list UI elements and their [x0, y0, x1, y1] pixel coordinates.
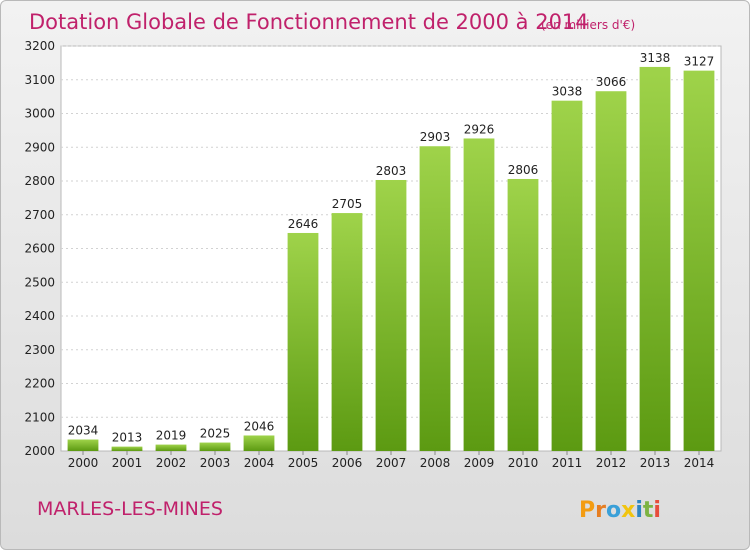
- y-tick-label: 2300: [24, 343, 55, 357]
- data-label-2003: 2025: [200, 427, 231, 441]
- proxiti-logo: Proxiti: [579, 498, 661, 523]
- bar-2006: [331, 213, 363, 451]
- x-tick-label-2012: 2012: [596, 456, 627, 470]
- chart-subtitle: (en milliers d'€): [541, 18, 635, 32]
- x-tick-label-2008: 2008: [420, 456, 451, 470]
- data-label-2005: 2646: [288, 217, 319, 231]
- bar-2005: [287, 232, 319, 451]
- y-tick-label: 3100: [24, 73, 55, 87]
- x-tick-label-2001: 2001: [112, 456, 143, 470]
- x-tick-label-2009: 2009: [464, 456, 495, 470]
- data-label-2010: 2806: [508, 163, 539, 177]
- y-tick-label: 2700: [24, 208, 55, 222]
- y-tick-label: 3000: [24, 107, 55, 121]
- x-tick-label-2013: 2013: [640, 456, 671, 470]
- x-tick-label-2010: 2010: [508, 456, 539, 470]
- bar-2003: [199, 442, 231, 451]
- bar-2014: [683, 70, 715, 451]
- x-tick-label-2014: 2014: [684, 456, 715, 470]
- bars: [67, 66, 715, 452]
- bar-2013: [639, 66, 671, 452]
- data-label-2012: 3066: [596, 75, 627, 89]
- bar-2010: [507, 178, 539, 451]
- x-tick-label-2011: 2011: [552, 456, 583, 470]
- x-tick-label-2000: 2000: [68, 456, 99, 470]
- bar-2008: [419, 146, 451, 452]
- x-tick-label-2002: 2002: [156, 456, 187, 470]
- data-label-2001: 2013: [112, 431, 143, 445]
- data-labels: 2034 2013 2019 2025 2046 2646 2705 2803 2903 2926…: [68, 51, 715, 445]
- data-label-2013: 3138: [640, 51, 671, 65]
- y-tick-label: 3200: [24, 39, 55, 53]
- bar-2000: [67, 439, 99, 451]
- data-label-2014: 3127: [684, 55, 715, 69]
- x-tick-label-2005: 2005: [288, 456, 319, 470]
- x-tick-label-2003: 2003: [200, 456, 231, 470]
- data-label-2009: 2926: [464, 122, 495, 136]
- y-tick-label: 2600: [24, 242, 55, 256]
- y-tick-label: 2400: [24, 309, 55, 323]
- x-axis: 2000 2001 2002 2003 2004 2005 2006 2007 2008 2009…: [68, 451, 715, 470]
- chart-title: Dotation Globale de Fonctionnement de 20…: [29, 10, 589, 34]
- x-tick-label-2004: 2004: [244, 456, 275, 470]
- bar-2009: [463, 138, 495, 451]
- data-label-2004: 2046: [244, 419, 275, 433]
- y-tick-label: 2000: [24, 444, 55, 458]
- y-tick-label: 2200: [24, 377, 55, 391]
- data-label-2007: 2803: [376, 164, 407, 178]
- data-label-2000: 2034: [68, 424, 99, 438]
- data-label-2008: 2903: [420, 130, 451, 144]
- bar-2004: [243, 435, 275, 451]
- bar-2012: [595, 91, 627, 451]
- x-tick-label-2007: 2007: [376, 456, 407, 470]
- data-label-2011: 3038: [552, 85, 583, 99]
- bar-2002: [155, 444, 187, 451]
- y-axis: 2000 2100 2200 2300 2400 2500 2600 2700 2800 2900…: [24, 39, 55, 458]
- city-name: MARLES-LES-MINES: [37, 498, 223, 520]
- x-tick-label-2006: 2006: [332, 456, 363, 470]
- y-tick-label: 2800: [24, 174, 55, 188]
- y-tick-label: 2900: [24, 140, 55, 154]
- bar-2011: [551, 100, 583, 452]
- data-label-2006: 2705: [332, 197, 363, 211]
- data-label-2002: 2019: [156, 429, 187, 443]
- bar-2007: [375, 179, 407, 452]
- y-tick-label: 2500: [24, 275, 55, 289]
- y-tick-label: 2100: [24, 410, 55, 424]
- bar-2001: [111, 446, 143, 451]
